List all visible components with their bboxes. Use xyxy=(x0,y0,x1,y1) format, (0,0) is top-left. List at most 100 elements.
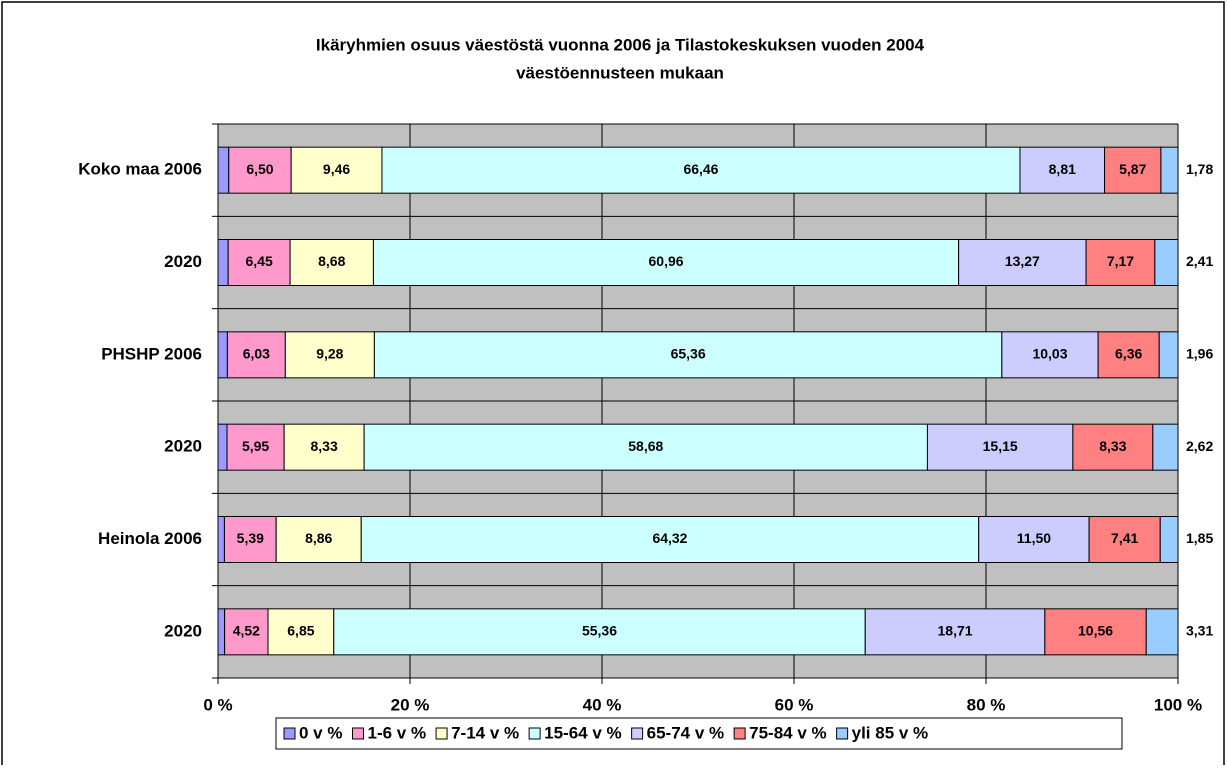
bar-segment xyxy=(1160,146,1179,194)
bar-segment xyxy=(372,239,960,286)
legend-swatch xyxy=(435,727,448,740)
x-tick-label: 80 % xyxy=(967,695,1006,714)
bar-segment xyxy=(217,331,228,379)
bar-segment xyxy=(1154,239,1179,286)
bar-segment xyxy=(217,239,229,286)
bar-segment xyxy=(1159,516,1179,563)
y-tick-label: Heinola 2006 xyxy=(98,529,202,548)
data-label: 2,62 xyxy=(1186,438,1213,454)
bar-segment xyxy=(926,423,1074,471)
bar-segment xyxy=(217,516,225,563)
bar-segment xyxy=(1152,423,1179,471)
data-label: 6,45 xyxy=(246,253,273,269)
data-label: 6,36 xyxy=(1115,346,1142,362)
data-label: 8,68 xyxy=(318,253,345,269)
data-label: 7,17 xyxy=(1107,253,1134,269)
legend-swatch xyxy=(631,727,644,740)
bar-segment xyxy=(284,331,375,379)
data-label: 1,78 xyxy=(1186,161,1213,177)
bar-segment xyxy=(1019,146,1106,194)
x-tick-label: 40 % xyxy=(583,695,622,714)
x-tick-label: 20 % xyxy=(391,695,430,714)
bar-segment xyxy=(1097,331,1160,379)
bar-segment xyxy=(283,423,365,471)
legend-swatch xyxy=(528,727,541,740)
y-tick-label: 2020 xyxy=(164,437,202,456)
data-label: 8,81 xyxy=(1049,161,1076,177)
legend-swatch xyxy=(836,727,849,740)
data-label: 6,50 xyxy=(246,161,273,177)
data-label: 2,41 xyxy=(1186,253,1213,269)
legend-label: yli 85 v % xyxy=(852,723,929,742)
legend-label: 7-14 v % xyxy=(451,723,519,742)
data-label: 11,50 xyxy=(1017,530,1051,546)
data-label: 5,39 xyxy=(237,530,264,546)
data-label: 6,85 xyxy=(287,623,314,639)
x-tick-label: 100 % xyxy=(1154,695,1202,714)
bar-segment xyxy=(1044,608,1147,656)
data-label: 1,96 xyxy=(1186,346,1213,362)
bar-segment xyxy=(978,516,1090,563)
data-label: 7,41 xyxy=(1111,530,1138,546)
bar-segment xyxy=(223,516,277,563)
legend-label: 0 v % xyxy=(299,723,342,742)
bar-segment xyxy=(290,146,383,194)
bar-segment xyxy=(864,608,1046,656)
bar-segment xyxy=(1001,331,1099,379)
bar-segment xyxy=(228,146,292,194)
bar-segment xyxy=(1085,239,1156,286)
data-label: 9,28 xyxy=(316,346,343,362)
data-label: 10,03 xyxy=(1032,346,1067,362)
data-label: 5,87 xyxy=(1119,161,1146,177)
y-tick-label: Koko maa 2006 xyxy=(78,160,202,179)
chart-title: väestöennusteen mukaan xyxy=(516,63,724,82)
data-label: 6,03 xyxy=(243,346,270,362)
data-label: 8,33 xyxy=(1099,438,1126,454)
bar-segment xyxy=(363,423,928,471)
bar-segment xyxy=(1088,516,1161,563)
legend-label: 1-6 v % xyxy=(367,723,426,742)
bar-segment xyxy=(1158,331,1179,379)
y-tick-label: 2020 xyxy=(164,621,202,640)
bar-segment xyxy=(333,608,866,656)
data-label: 9,46 xyxy=(323,161,350,177)
legend xyxy=(275,717,1123,750)
legend-swatch xyxy=(351,727,364,740)
bar-segment xyxy=(267,608,335,656)
bar-segment xyxy=(1145,608,1179,656)
x-tick-label: 0 % xyxy=(203,695,232,714)
data-label: 13,27 xyxy=(1005,253,1040,269)
legend-label: 75-84 v % xyxy=(749,723,827,742)
data-label: 4,52 xyxy=(233,623,260,639)
y-tick-label: 2020 xyxy=(164,252,202,271)
data-label: 55,36 xyxy=(582,623,617,639)
legend-label: 65-74 v % xyxy=(647,723,725,742)
bar-segment xyxy=(360,516,980,563)
bar-segment xyxy=(226,423,285,471)
data-label: 10,56 xyxy=(1078,623,1113,639)
bar-segment xyxy=(289,239,374,286)
data-label: 66,46 xyxy=(683,161,718,177)
bar-segment xyxy=(217,608,226,656)
data-label: 8,33 xyxy=(311,438,338,454)
bar-segment xyxy=(224,608,269,656)
data-label: 15,15 xyxy=(983,438,1018,454)
data-label: 8,86 xyxy=(305,530,332,546)
data-label: 58,68 xyxy=(628,438,663,454)
bar-segment xyxy=(381,146,1021,194)
bar-segment xyxy=(1072,423,1154,471)
bar-segment xyxy=(227,239,291,286)
bar-segment xyxy=(217,423,228,471)
legend-swatch xyxy=(283,727,296,740)
legend-swatch xyxy=(733,727,746,740)
data-label: 60,96 xyxy=(649,253,684,269)
data-label: 65,36 xyxy=(671,346,706,362)
x-tick-label: 60 % xyxy=(775,695,814,714)
bar-segment xyxy=(958,239,1087,286)
chart-title: Ikäryhmien osuus väestöstä vuonna 2006 j… xyxy=(316,35,925,54)
bar-segment xyxy=(217,146,230,194)
y-tick-label: PHSHP 2006 xyxy=(101,344,202,363)
data-label: 5,95 xyxy=(242,438,269,454)
data-label: 1,85 xyxy=(1186,530,1213,546)
